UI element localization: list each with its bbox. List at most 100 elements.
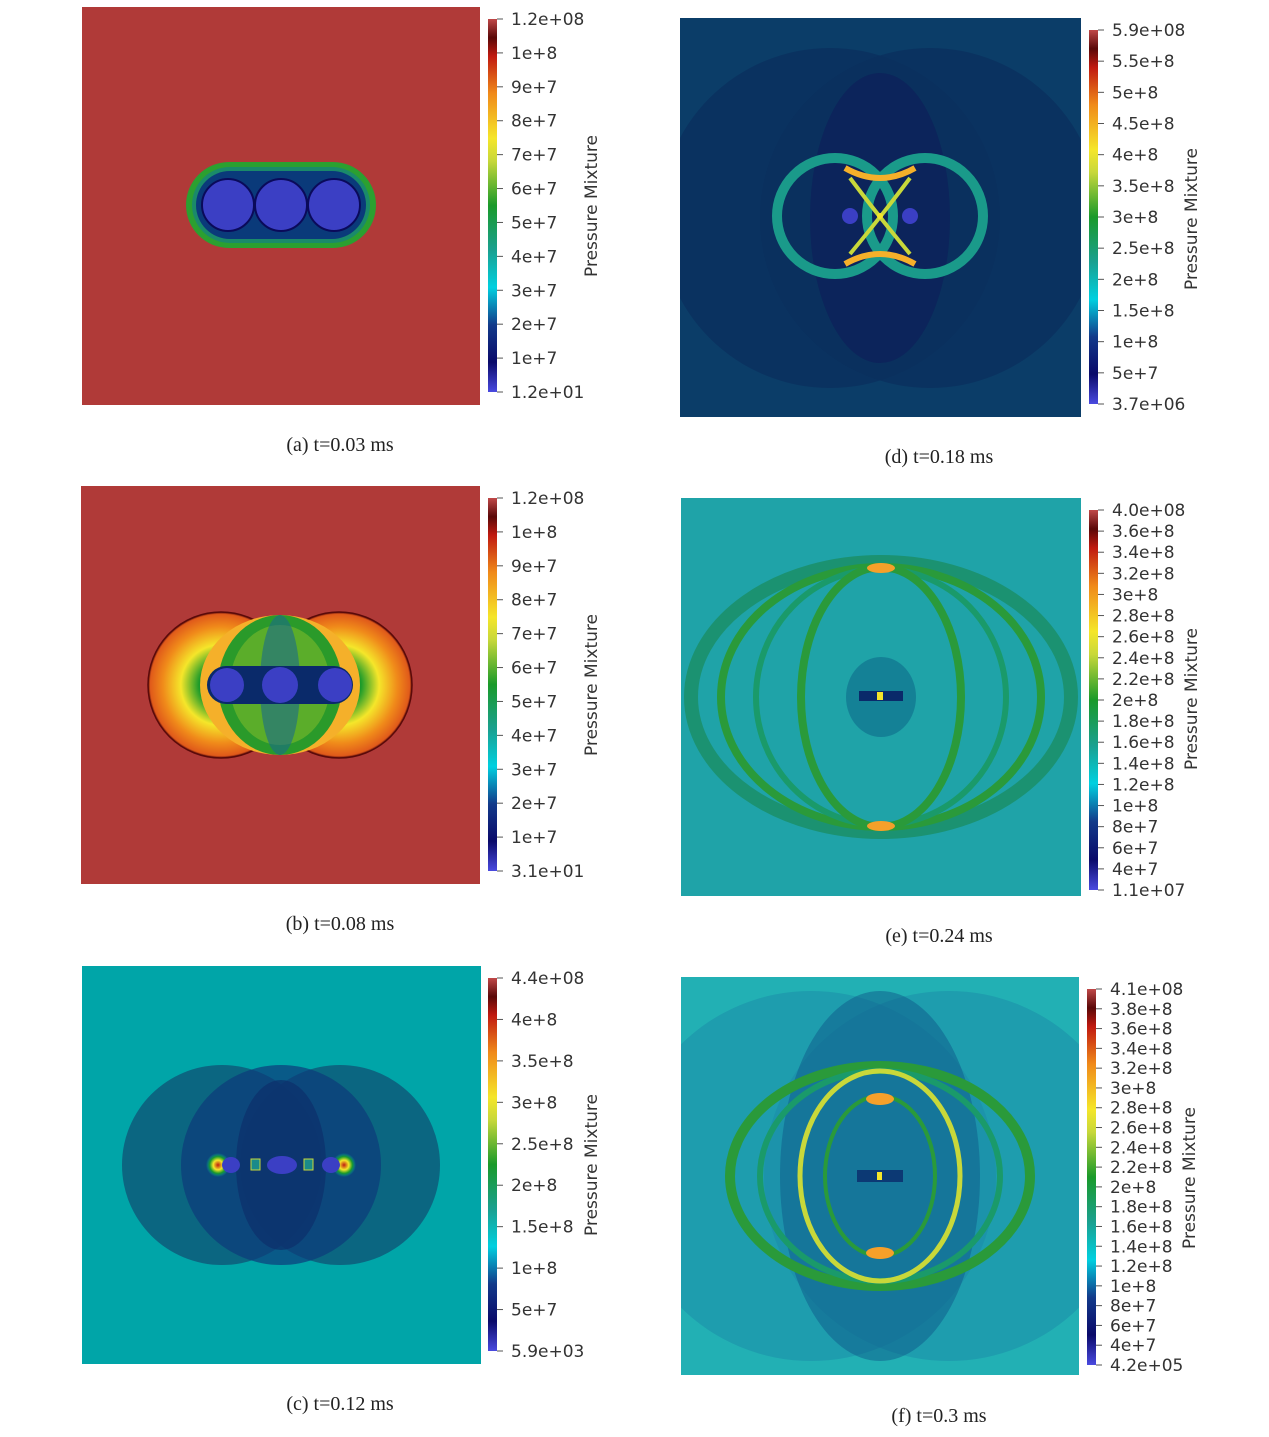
colorbar-tick-label: 1e+8 (511, 1259, 557, 1279)
colorbar-tick-label: 2.8e+8 (1110, 1099, 1173, 1119)
colorbar-tick-label: 1e+8 (511, 523, 557, 543)
colorbar-tick-label: 2.8e+8 (1112, 607, 1175, 627)
colorbar-c: 4.4e+08 4e+8 3.5e+8 3e+8 2.5e+8 2e+8 1.5e+8 1e+… (488, 969, 602, 1362)
colorbar-tick-label: 1e+8 (1112, 333, 1158, 353)
colorbar-tick-label: 5e+7 (511, 692, 557, 712)
colorbar-tick-label: 6e+7 (1112, 839, 1158, 859)
colorbar-tick-label: 1e+8 (1110, 1277, 1156, 1297)
pressure-field-d (680, 18, 1081, 417)
colorbar-tick-label: 8e+7 (1110, 1297, 1156, 1317)
pressure-field-b (81, 486, 480, 884)
colorbar-tick-label: 1e+8 (1112, 797, 1158, 817)
colorbar-tick-label: 9e+7 (511, 557, 557, 577)
colorbar-e: 4.0e+083.6e+83.4e+83.2e+83e+82.8e+82.6e+… (1089, 501, 1202, 901)
colorbar-tick-label: 2e+7 (511, 315, 557, 335)
colorbar-tick-label: 1.6e+8 (1110, 1217, 1173, 1237)
colorbar-tick-label: 1e+8 (511, 44, 557, 64)
colorbar-title: Pressure Mixture (1182, 628, 1202, 770)
colorbar-tick-label: 2e+8 (1110, 1178, 1156, 1198)
colorbar-f: 4.1e+083.8e+83.6e+83.4e+83.2e+83e+82.8e+… (1087, 980, 1200, 1376)
colorbar-tick-label: 3e+8 (1112, 208, 1158, 228)
caption-f: (f) t=0.3 ms (891, 1405, 987, 1427)
pressure-field-c (82, 966, 481, 1364)
colorbar-title: Pressure Mixture (1182, 148, 1202, 290)
colorbar-tick-label: 6e+7 (511, 180, 557, 200)
colorbar-title: Pressure Mixture (582, 614, 602, 756)
colorbar-tick-label: 1.4e+8 (1112, 754, 1175, 774)
caption-c: (c) t=0.12 ms (286, 1393, 394, 1415)
colorbar-tick-label: 1e+7 (511, 828, 557, 848)
colorbar-title: Pressure Mixture (1180, 1107, 1200, 1249)
colorbar-tick-label: 2e+8 (1112, 270, 1158, 290)
caption-d: (d) t=0.18 ms (884, 446, 994, 468)
caption-b: (b) t=0.08 ms (285, 913, 395, 935)
colorbar-tick-label: 1.6e+8 (1112, 733, 1175, 753)
colorbar-tick-label: 4e+7 (511, 247, 557, 267)
colorbar-tick-label: 1.5e+8 (1112, 302, 1175, 322)
colorbar-tick-label: 3e+7 (511, 281, 557, 301)
colorbar-tick-label: 3.2e+8 (1112, 564, 1175, 584)
colorbar-tick-label: 2.4e+8 (1112, 649, 1175, 669)
colorbar-tick-label: 4.5e+8 (1112, 115, 1175, 135)
colorbar-tick-label: 7e+7 (511, 625, 557, 645)
colorbar-tick-label: 1.8e+8 (1112, 712, 1175, 732)
colorbar-tick-label: 6e+7 (1110, 1316, 1156, 1336)
colorbar-tick-label: 2.6e+8 (1112, 628, 1175, 648)
colorbar-tick-label: 3.1e+01 (511, 862, 584, 882)
colorbar-tick-label: 8e+7 (1112, 818, 1158, 838)
colorbar-tick-label: 2e+8 (511, 1176, 557, 1196)
colorbar-tick-label: 8e+7 (511, 112, 557, 132)
colorbar-tick-label: 5.9e+08 (1112, 21, 1185, 41)
colorbar-tick-label: 4e+7 (1112, 860, 1158, 880)
colorbar-tick-label: 2.6e+8 (1110, 1119, 1173, 1139)
pressure-field-f (681, 977, 1079, 1375)
colorbar-tick-label: 5e+7 (1112, 364, 1158, 384)
colorbar-b: 1.2e+08 1e+8 9e+7 8e+7 7e+7 6e+7 5e+7 4e+7 3e+7 2… (488, 489, 602, 882)
colorbar-tick-label: 5.5e+8 (1112, 52, 1175, 72)
colorbar-tick-label: 3e+8 (1110, 1079, 1156, 1099)
colorbar-tick-label: 1.8e+8 (1110, 1198, 1173, 1218)
colorbar-tick-label: 3.2e+8 (1110, 1059, 1173, 1079)
colorbar-tick-label: 3.8e+8 (1110, 1000, 1173, 1020)
colorbar-tick-label: 3.4e+8 (1112, 543, 1175, 563)
colorbar-tick-label: 2.2e+8 (1110, 1158, 1173, 1178)
colorbar-tick-label: 3.5e+8 (1112, 177, 1175, 197)
colorbar-tick-label: 2e+7 (511, 794, 557, 814)
colorbar-tick-label: 4e+8 (511, 1010, 557, 1030)
colorbar-tick-label: 3.7e+06 (1112, 395, 1185, 415)
colorbar-gradient (488, 19, 497, 392)
colorbar-tick-label: 3e+8 (1112, 585, 1158, 605)
colorbar-gradient (1089, 510, 1098, 890)
colorbar-tick-label: 9e+7 (511, 78, 557, 98)
colorbar-tick-label: 2.5e+8 (1112, 239, 1175, 259)
colorbar-tick-label: 7e+7 (511, 146, 557, 166)
colorbar-tick-label: 4e+8 (1112, 146, 1158, 166)
caption-e: (e) t=0.24 ms (885, 925, 993, 947)
colorbar-tick-label: 3.5e+8 (511, 1052, 574, 1072)
colorbar-a: 1.2e+08 1e+8 9e+7 8e+7 7e+7 6e+7 5e+7 4e+7 3e+7 2… (488, 10, 602, 403)
colorbar-tick-label: 4e+7 (1110, 1336, 1156, 1356)
colorbar-tick-label: 5e+8 (1112, 83, 1158, 103)
pressure-field-e (681, 498, 1081, 896)
colorbar-tick-label: 3.6e+8 (1112, 522, 1175, 542)
colorbar-tick-label: 1e+7 (511, 349, 557, 369)
colorbar-tick-label: 5e+7 (511, 213, 557, 233)
colorbar-tick-label: 8e+7 (511, 591, 557, 611)
colorbar-tick-label: 1.1e+07 (1112, 881, 1185, 901)
colorbar-tick-label: 2.5e+8 (511, 1135, 574, 1155)
colorbar-tick-label: 5e+7 (511, 1301, 557, 1321)
colorbar-tick-label: 1.2e+8 (1110, 1257, 1173, 1277)
colorbar-tick-label: 4e+7 (511, 726, 557, 746)
colorbar-tick-label: 3.6e+8 (1110, 1020, 1173, 1040)
colorbar-tick-label: 2.2e+8 (1112, 670, 1175, 690)
pressure-field-a (82, 7, 480, 405)
colorbar-tick-label: 3.4e+8 (1110, 1039, 1173, 1059)
colorbar-tick-label: 3e+7 (511, 760, 557, 780)
colorbar-title: Pressure Mixture (582, 135, 602, 277)
colorbar-tick-label: 1.2e+8 (1112, 775, 1175, 795)
caption-a: (a) t=0.03 ms (286, 434, 394, 456)
colorbar-tick-label: 6e+7 (511, 659, 557, 679)
colorbar-tick-label: 3e+8 (511, 1093, 557, 1113)
colorbar-gradient (488, 978, 497, 1351)
colorbar-tick-label: 2.4e+8 (1110, 1138, 1173, 1158)
